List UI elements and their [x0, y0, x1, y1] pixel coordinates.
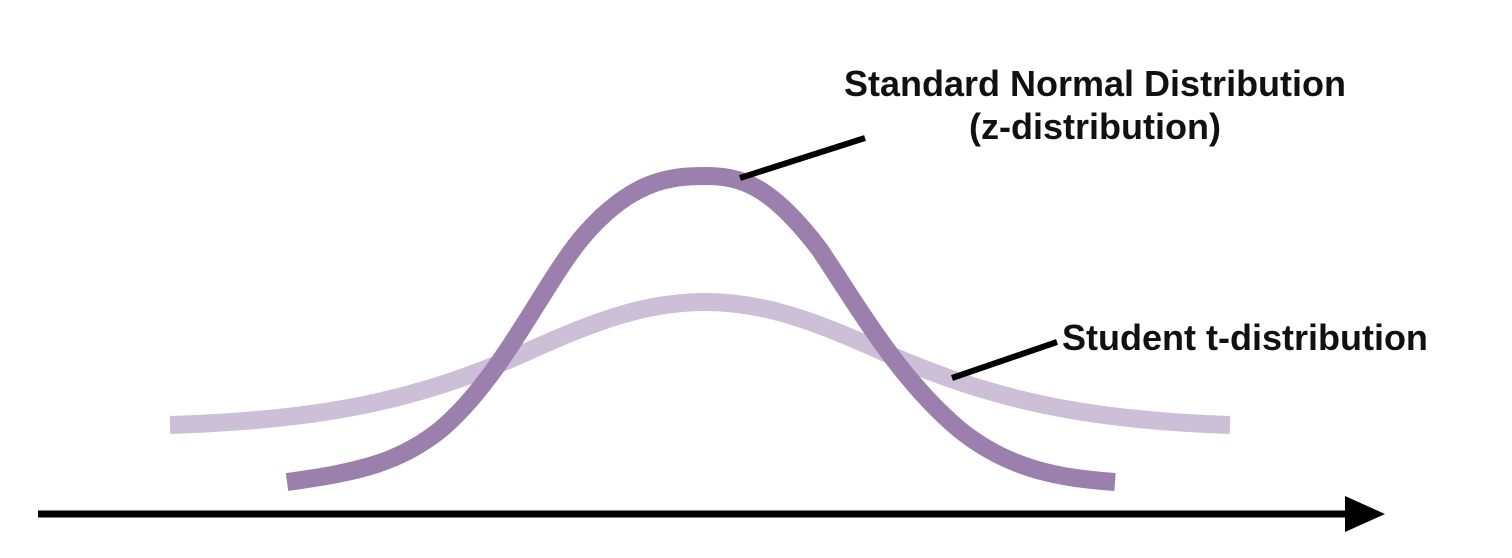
- student-t-label: Student t-distribution: [1062, 317, 1428, 358]
- standard-normal-subtitle: (z-distribution): [969, 106, 1221, 148]
- t-label-leader-line: [951, 339, 1058, 381]
- standard-normal-curve: [285, 166, 1116, 491]
- standard-normal-label: Standard Normal Distribution (z-distribu…: [835, 62, 1355, 148]
- t-distribution-curve: [169, 292, 1231, 434]
- normal-label-leader-line: [739, 135, 866, 181]
- standard-normal-title: Standard Normal Distribution: [843, 63, 1347, 104]
- x-axis-arrowhead-icon: [1345, 496, 1385, 532]
